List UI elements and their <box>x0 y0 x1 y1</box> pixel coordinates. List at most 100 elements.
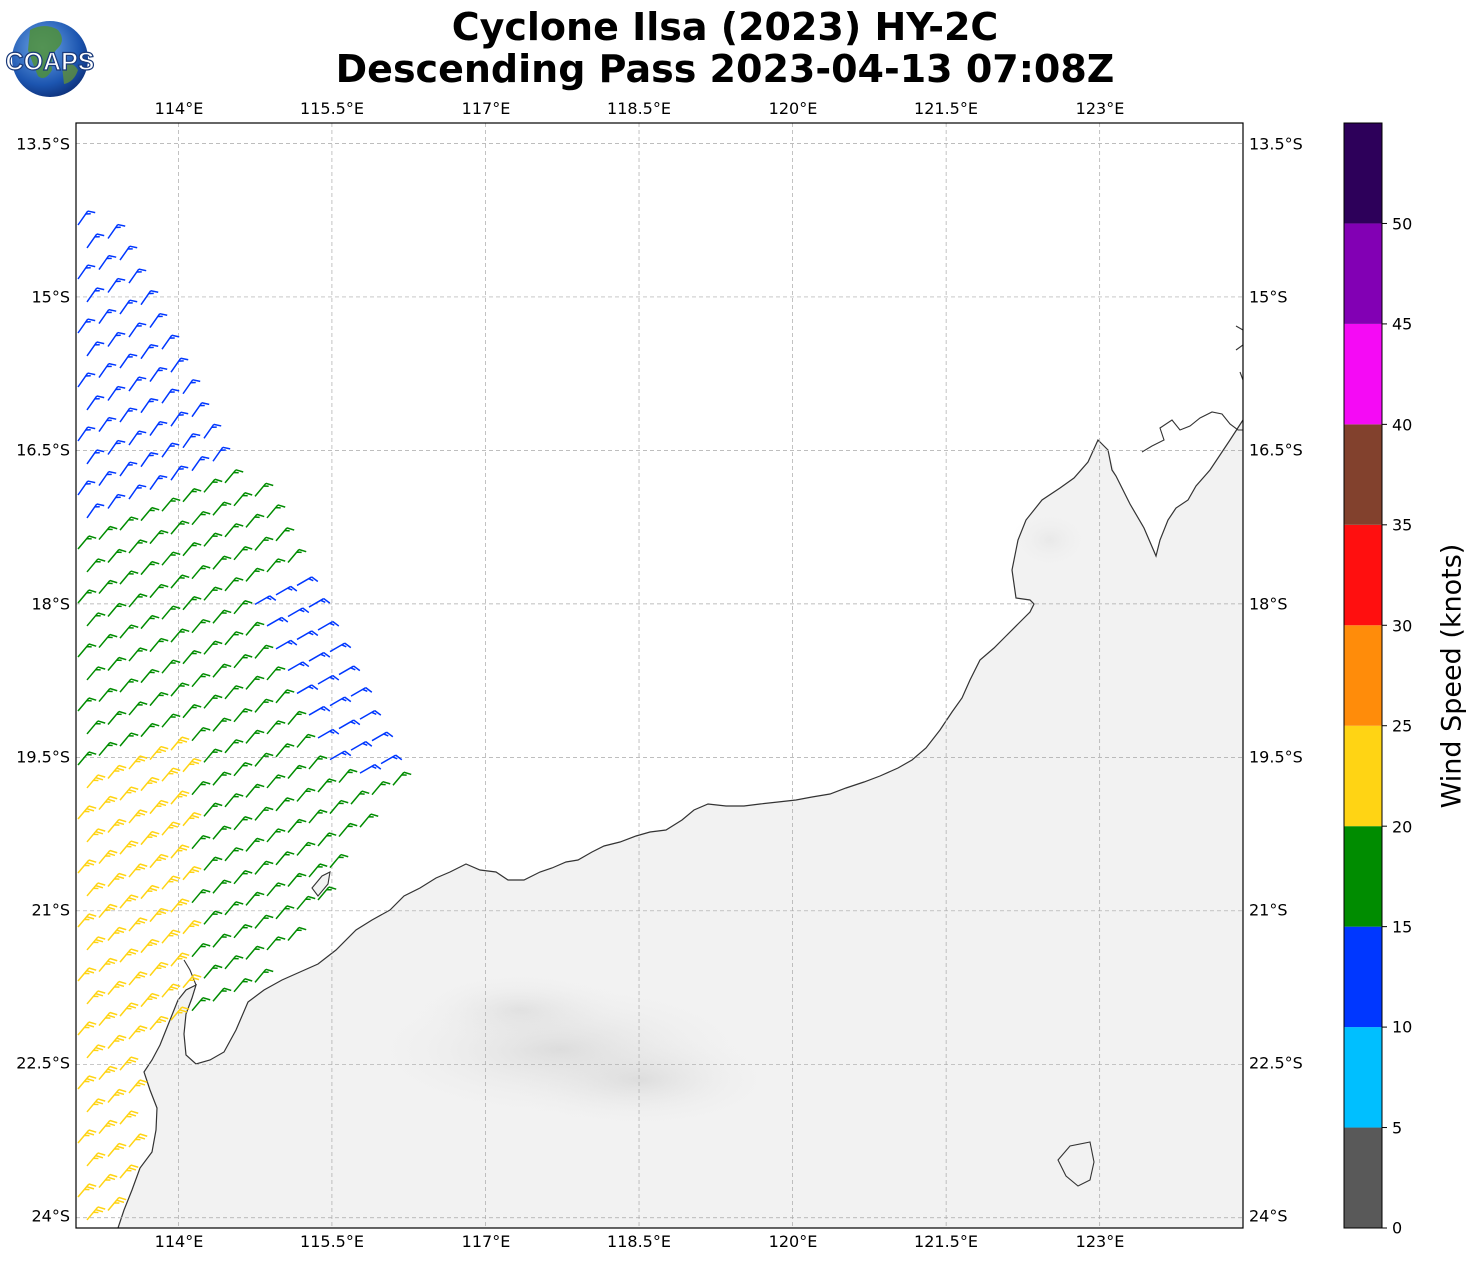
wind-barb <box>128 917 148 932</box>
wind-barb <box>203 586 223 601</box>
wind-barb <box>212 717 232 732</box>
wind-barb <box>308 809 328 824</box>
wind-barb <box>203 748 223 763</box>
wind-barb <box>107 872 127 887</box>
wind-barb <box>107 331 126 347</box>
wind-barb <box>266 504 286 519</box>
wind-barb <box>212 663 232 678</box>
wind-barb <box>254 914 274 929</box>
wind-barb <box>77 913 97 928</box>
wind-barb <box>224 793 244 808</box>
wind-barb <box>191 618 211 634</box>
wind-barb <box>182 596 202 611</box>
colorbar-tick: 30 <box>1392 616 1413 636</box>
wind-barb <box>233 492 253 507</box>
wind-barb <box>98 308 117 324</box>
wind-barb <box>245 621 265 636</box>
wind-barb <box>98 795 118 811</box>
wind-barb <box>119 299 138 315</box>
wind-barb <box>224 901 244 916</box>
wind-barb <box>161 821 181 836</box>
lat-tick-right: 21°S <box>1249 900 1288 920</box>
wind-barb <box>266 616 289 627</box>
wind-barb <box>86 828 106 843</box>
wind-barb <box>287 710 307 725</box>
wind-barb <box>245 513 265 528</box>
wind-barb <box>350 790 370 805</box>
wind-barb <box>161 659 181 674</box>
wind-barb <box>308 651 331 662</box>
wind-barb <box>329 750 352 761</box>
lon-tick-top: 118.5°E <box>607 99 671 118</box>
lat-tick-right: 19.5°S <box>1249 747 1303 767</box>
wind-barb <box>203 856 223 871</box>
colorbar-bin <box>1344 625 1382 726</box>
wind-barb <box>86 503 105 519</box>
wind-barb <box>77 426 96 442</box>
wind-barb <box>119 516 139 531</box>
lat-tick-left: 24°S <box>31 1206 70 1226</box>
wind-barb <box>119 624 139 639</box>
wind-barb <box>86 990 106 1005</box>
wind-barb <box>107 223 126 239</box>
wind-barb <box>98 957 118 973</box>
wind-barb <box>266 936 286 951</box>
title-line-1: Cyclone Ilsa (2023) HY-2C <box>451 5 999 49</box>
wind-barb <box>191 780 211 796</box>
wind-barb <box>77 805 97 820</box>
wind-barb <box>98 633 118 649</box>
wind-barb <box>245 783 265 798</box>
lon-tick-top: 120°E <box>768 99 818 118</box>
wind-barb <box>329 696 352 707</box>
wind-barb <box>212 609 232 624</box>
wind-barb <box>119 1002 139 1017</box>
wind-barb <box>338 768 358 784</box>
wind-barb <box>107 548 127 563</box>
wind-barb <box>359 709 382 720</box>
wind-barb <box>128 593 148 608</box>
wind-barb <box>245 837 265 852</box>
wind-barb <box>182 379 201 395</box>
wind-barb <box>86 1044 106 1059</box>
wind-barb <box>140 668 160 684</box>
wind-barb <box>170 411 189 427</box>
wind-barb <box>119 840 139 855</box>
wind-barb <box>119 948 139 963</box>
colorbar-bin <box>1344 524 1382 626</box>
wind-barb <box>170 790 190 805</box>
wind-barb <box>203 532 223 547</box>
wind-barb <box>329 799 349 815</box>
wind-barb <box>317 778 337 793</box>
wind-barb <box>254 644 274 659</box>
colorbar-bin <box>1344 926 1382 1028</box>
wind-barb <box>140 451 159 468</box>
wind-barb <box>275 689 295 704</box>
wind-barb <box>77 1075 97 1090</box>
wind-barb <box>296 630 319 641</box>
wind-barb <box>119 245 138 261</box>
wind-barb <box>224 739 244 754</box>
wind-barb <box>287 764 307 779</box>
wind-barb <box>98 903 118 919</box>
wind-barb <box>191 888 211 904</box>
wind-barb <box>107 926 127 941</box>
wind-barb <box>233 816 253 831</box>
wind-barb <box>212 825 232 840</box>
colorbar-bin <box>1344 424 1382 525</box>
wind-barb <box>98 687 118 703</box>
colorbar-tick: 40 <box>1392 415 1413 435</box>
wind-barb <box>149 366 168 383</box>
lon-tick-bottom: 115.5°E <box>300 1232 364 1251</box>
wind-barb <box>191 402 210 418</box>
wind-barb <box>128 484 147 500</box>
colorbar-tick: 45 <box>1392 314 1413 334</box>
wind-barb <box>77 1021 97 1036</box>
wind-barb <box>182 812 202 827</box>
wind-barb <box>149 529 169 545</box>
wind-barb <box>107 710 127 725</box>
wind-barb <box>119 1056 139 1071</box>
wind-barb <box>380 754 403 765</box>
wind-barb <box>140 397 159 414</box>
wind-barb <box>317 728 340 739</box>
